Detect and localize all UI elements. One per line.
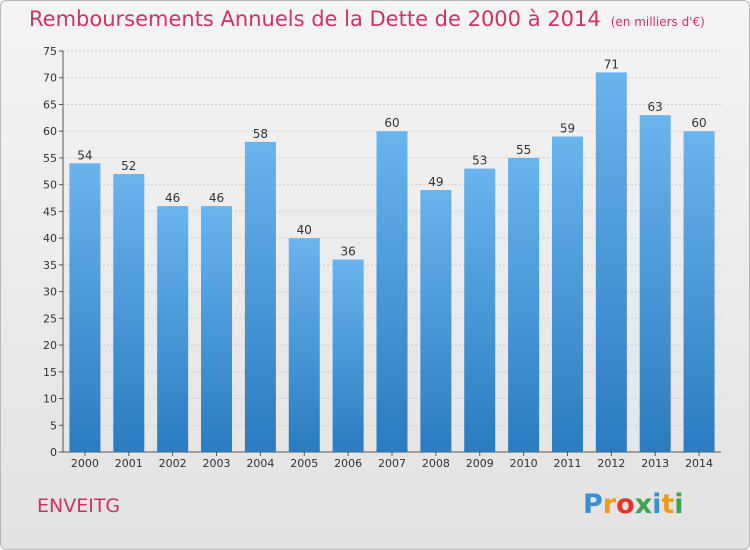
bar: [288, 238, 320, 452]
x-tick-label: 2010: [510, 457, 538, 470]
y-tick-label: 45: [43, 205, 57, 218]
y-tick-label: 10: [43, 393, 57, 406]
y-tick-label: 50: [43, 179, 57, 192]
chart-subtitle: (en milliers d'€): [610, 15, 705, 29]
y-tick-label: 35: [43, 259, 57, 272]
data-label: 71: [604, 57, 619, 71]
title-text: Remboursements Annuels de la Dette de 20…: [29, 7, 601, 31]
data-label: 36: [340, 245, 355, 259]
data-label: 58: [253, 127, 268, 141]
x-tick-label: 2001: [115, 457, 143, 470]
x-tick-label: 2005: [290, 457, 318, 470]
data-label: 55: [516, 143, 531, 157]
bar: [508, 157, 540, 452]
bar: [639, 115, 671, 452]
bar: [244, 141, 276, 453]
x-tick-label: 2011: [553, 457, 581, 470]
x-tick-label: 2002: [159, 457, 187, 470]
bar: [157, 206, 189, 452]
bar: [595, 72, 627, 453]
bars: [69, 72, 715, 453]
data-label: 63: [648, 100, 663, 114]
x-tick-label: 2000: [71, 457, 99, 470]
x-tick-label: 2014: [685, 457, 713, 470]
bar: [683, 131, 715, 452]
bar: [464, 168, 496, 453]
data-label: 54: [77, 148, 92, 162]
labels: 0 5 10 15 20 25 30 35 40 45 50 55 60 65 70 75 54 2000 52 20…: [43, 45, 713, 470]
y-tick-label: 0: [50, 446, 57, 459]
y-tick-label: 15: [43, 366, 57, 379]
data-label: 52: [121, 159, 136, 173]
bar: [376, 131, 408, 452]
logo-letter: i: [674, 489, 684, 520]
y-tick-label: 25: [43, 312, 57, 325]
logo-letter: t: [661, 489, 675, 520]
data-label: 60: [691, 116, 706, 130]
logo-letter: r: [602, 489, 617, 520]
data-label: 59: [560, 122, 575, 136]
bar: [113, 173, 145, 452]
y-tick-label: 5: [50, 419, 57, 432]
x-tick-label: 2008: [422, 457, 450, 470]
chart-title: Remboursements Annuels de la Dette de 20…: [29, 7, 705, 31]
x-tick-label: 2009: [466, 457, 494, 470]
data-label: 46: [165, 191, 180, 205]
proxiti-logo: Proxiti: [583, 489, 684, 520]
data-label: 53: [472, 154, 487, 168]
y-tick-label: 75: [43, 45, 57, 58]
place-name: ENVEITG: [37, 495, 121, 517]
bar: [69, 163, 101, 452]
logo-letter: i: [652, 489, 662, 520]
logo-letter: P: [583, 489, 603, 520]
y-tick-label: 65: [43, 98, 57, 111]
bar: [420, 190, 452, 452]
x-tick-label: 2007: [378, 457, 406, 470]
y-tick-label: 55: [43, 152, 57, 165]
y-tick-label: 30: [43, 286, 57, 299]
bar: [201, 206, 233, 452]
data-label: 49: [428, 175, 443, 189]
data-label: 40: [297, 223, 312, 237]
x-tick-label: 2004: [246, 457, 274, 470]
y-tick-label: 40: [43, 232, 57, 245]
y-tick-label: 60: [43, 125, 57, 138]
bar: [332, 259, 364, 452]
x-tick-label: 2012: [597, 457, 625, 470]
logo-letter: o: [616, 489, 635, 520]
data-label: 60: [384, 116, 399, 130]
y-tick-label: 20: [43, 339, 57, 352]
x-tick-label: 2006: [334, 457, 362, 470]
logo-letter: x: [634, 489, 653, 520]
y-tick-label: 70: [43, 72, 57, 85]
data-label: 46: [209, 191, 224, 205]
x-tick-label: 2003: [203, 457, 231, 470]
x-tick-label: 2013: [641, 457, 669, 470]
bar: [551, 136, 583, 452]
